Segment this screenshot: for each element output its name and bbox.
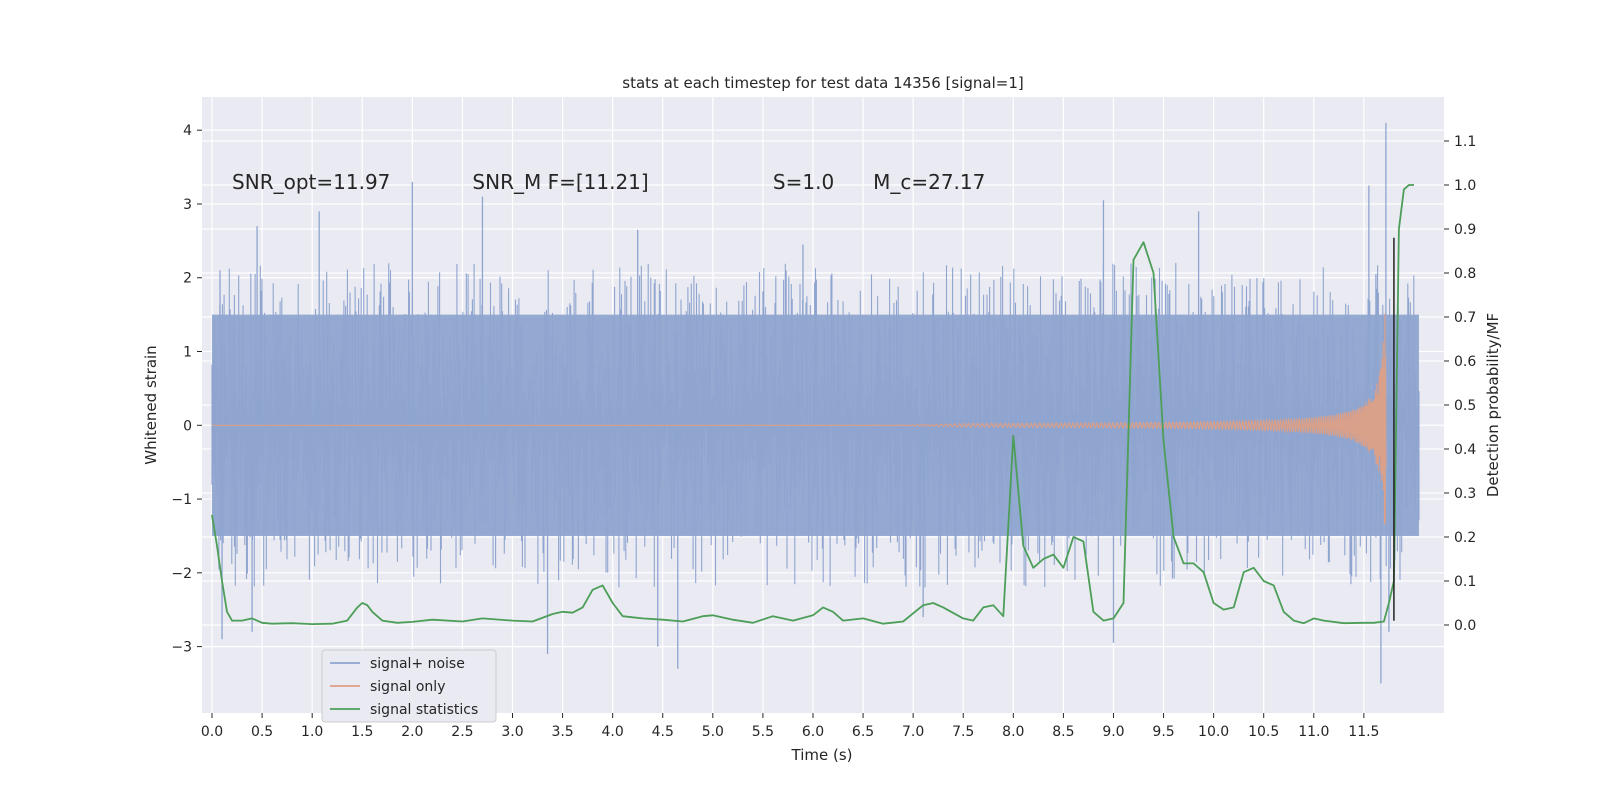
x-tick-label-21: 10.5 [1248,724,1279,740]
y2-tick-label-0: 0.0 [1454,618,1476,634]
x-tick-label-19: 9.5 [1152,724,1174,740]
y-tick-label-7: 4 [183,123,192,139]
y-tick-label-4: 1 [183,345,192,361]
y2-tick-label-5: 0.5 [1454,398,1476,414]
x-tick-label-13: 6.5 [852,724,874,740]
x-tick-label-1: 0.5 [251,724,273,740]
y-axis-left: −3 −2 −1 0 1 2 3 4 [171,123,202,656]
y2-tick-label-10: 1.0 [1454,178,1476,194]
x-tick-label-10: 5.0 [702,724,724,740]
x-tick-label-17: 8.5 [1052,724,1074,740]
annotation-snr-opt: SNR_opt=11.97 [232,170,390,194]
y2-tick-label-7: 0.7 [1454,310,1476,326]
series-signal-only [212,313,1387,525]
annotation-snr-mf: SNR_M F=[11.21] [472,170,648,194]
annotations: SNR_opt=11.97 SNR_M F=[11.21] S=1.0 M_c=27.… [232,170,985,194]
x-tick-label-3: 1.5 [351,724,373,740]
stats-trace [211,184,1414,625]
x-tick-label-5: 2.5 [451,724,473,740]
y2-tick-label-1: 0.1 [1454,574,1476,590]
x-tick-label-11: 5.5 [752,724,774,740]
y-axis-label: Whitened strain [142,345,160,464]
x-tick-label-12: 6.0 [802,724,824,740]
x-tick-label-22: 11.0 [1298,724,1329,740]
legend-label-signal-only: signal only [370,679,445,695]
legend: signal+ noise signal only signal statist… [321,649,497,723]
y-tick-label-2: −1 [171,492,192,508]
y2-axis-label: Detection probability/MF [1484,313,1502,497]
x-tick-label-18: 9.0 [1102,724,1124,740]
x-tick-label-16: 8.0 [1002,724,1024,740]
x-tick-label-7: 3.5 [551,724,573,740]
y-tick-label-1: −2 [171,566,192,582]
y-tick-label-3: 0 [183,418,192,434]
y-axis-right: 0.0 0.1 0.2 0.3 0.4 0.5 0.6 0.7 0.8 0.9 1.0 1.1 [1444,134,1476,634]
y2-tick-label-2: 0.2 [1454,530,1476,546]
x-tick-label-14: 7.0 [902,724,924,740]
x-tick-label-15: 7.5 [952,724,974,740]
y2-tick-label-8: 0.8 [1454,266,1476,282]
y2-tick-label-11: 1.1 [1454,134,1476,150]
x-tick-label-2: 1.0 [301,724,323,740]
x-tick-label-4: 2.0 [401,724,423,740]
y2-tick-label-3: 0.3 [1454,486,1476,502]
y-tick-label-5: 2 [183,271,192,287]
y2-tick-label-4: 0.4 [1454,442,1476,458]
x-axis-label: Time (s) [791,746,853,764]
x-tick-label-23: 11.5 [1348,724,1379,740]
x-tick-label-0: 0.0 [201,724,223,740]
chirp-trace [212,313,1387,525]
chart-title: stats at each timestep for test data 143… [622,74,1023,92]
y-tick-label-6: 3 [183,197,192,213]
x-tick-label-9: 4.5 [652,724,674,740]
x-axis: 0.0 0.5 1.0 1.5 2.0 2.5 3.0 3.5 4.0 4.5 5.0 5.5 6.0 6… [201,713,1379,740]
y2-tick-label-6: 0.6 [1454,354,1476,370]
legend-label-signal-statistics: signal statistics [370,702,478,718]
legend-label-signal-noise: signal+ noise [370,656,465,672]
y-tick-label-0: −3 [171,640,192,656]
legend-box [321,649,497,723]
series-signal-statistics [211,184,1414,625]
x-tick-label-20: 10.0 [1198,724,1229,740]
noise-trace [211,263,1420,588]
x-tick-label-6: 3.0 [501,724,523,740]
x-tick-label-8: 4.0 [602,724,624,740]
annotation-s: S=1.0 [773,170,834,194]
y2-tick-label-9: 0.9 [1454,222,1476,238]
annotation-mc: M_c=27.17 [873,170,985,194]
